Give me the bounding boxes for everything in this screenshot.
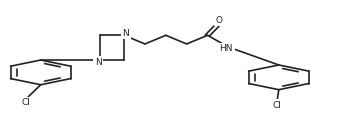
Text: Cl: Cl	[22, 98, 30, 107]
Text: N: N	[122, 29, 129, 38]
Text: N: N	[95, 58, 102, 67]
Text: HN: HN	[219, 44, 233, 53]
Text: Cl: Cl	[273, 101, 282, 110]
Text: O: O	[215, 16, 223, 25]
